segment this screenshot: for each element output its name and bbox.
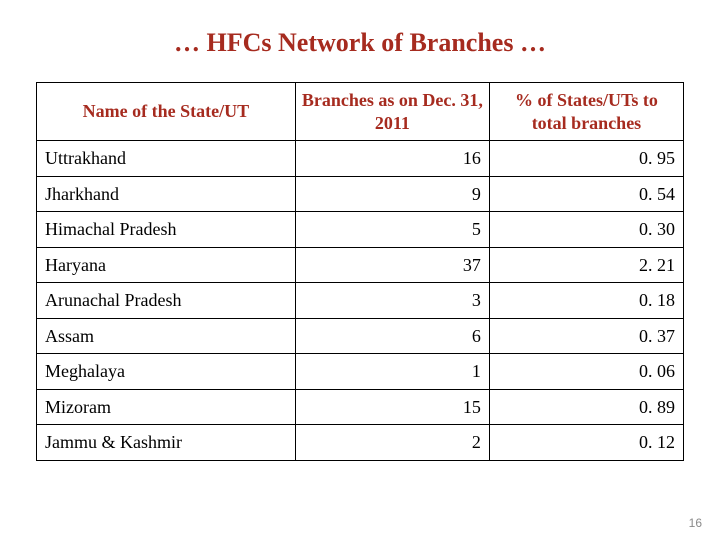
cell-state: Uttrakhand <box>37 141 296 177</box>
cell-branches: 3 <box>295 283 489 319</box>
table-row: Uttrakhand 16 0. 95 <box>37 141 684 177</box>
cell-state: Meghalaya <box>37 354 296 390</box>
cell-pct: 0. 18 <box>489 283 683 319</box>
cell-pct: 0. 06 <box>489 354 683 390</box>
cell-branches: 6 <box>295 318 489 354</box>
cell-state: Himachal Pradesh <box>37 212 296 248</box>
cell-branches: 37 <box>295 247 489 283</box>
col-header-branches: Branches as on Dec. 31, 2011 <box>295 83 489 141</box>
cell-pct: 0. 12 <box>489 425 683 461</box>
cell-state: Jharkhand <box>37 176 296 212</box>
cell-branches: 2 <box>295 425 489 461</box>
col-header-pct: % of States/UTs to total branches <box>489 83 683 141</box>
cell-branches: 9 <box>295 176 489 212</box>
cell-pct: 0. 54 <box>489 176 683 212</box>
cell-state: Assam <box>37 318 296 354</box>
branches-table: Name of the State/UT Branches as on Dec.… <box>36 82 684 461</box>
table-header-row: Name of the State/UT Branches as on Dec.… <box>37 83 684 141</box>
table-row: Assam 6 0. 37 <box>37 318 684 354</box>
table-row: Jharkhand 9 0. 54 <box>37 176 684 212</box>
table-row: Mizoram 15 0. 89 <box>37 389 684 425</box>
cell-pct: 0. 30 <box>489 212 683 248</box>
table-row: Arunachal Pradesh 3 0. 18 <box>37 283 684 319</box>
table-row: Jammu & Kashmir 2 0. 12 <box>37 425 684 461</box>
table-row: Haryana 37 2. 21 <box>37 247 684 283</box>
table-row: Meghalaya 1 0. 06 <box>37 354 684 390</box>
cell-branches: 15 <box>295 389 489 425</box>
cell-branches: 16 <box>295 141 489 177</box>
cell-branches: 5 <box>295 212 489 248</box>
col-header-state: Name of the State/UT <box>37 83 296 141</box>
cell-pct: 0. 37 <box>489 318 683 354</box>
cell-state: Mizoram <box>37 389 296 425</box>
cell-state: Jammu & Kashmir <box>37 425 296 461</box>
cell-pct: 2. 21 <box>489 247 683 283</box>
slide-title: … HFCs Network of Branches … <box>36 28 684 58</box>
cell-branches: 1 <box>295 354 489 390</box>
cell-pct: 0. 89 <box>489 389 683 425</box>
table-row: Himachal Pradesh 5 0. 30 <box>37 212 684 248</box>
cell-pct: 0. 95 <box>489 141 683 177</box>
cell-state: Arunachal Pradesh <box>37 283 296 319</box>
slide: … HFCs Network of Branches … Name of the… <box>0 0 720 540</box>
cell-state: Haryana <box>37 247 296 283</box>
page-number: 16 <box>689 516 702 530</box>
